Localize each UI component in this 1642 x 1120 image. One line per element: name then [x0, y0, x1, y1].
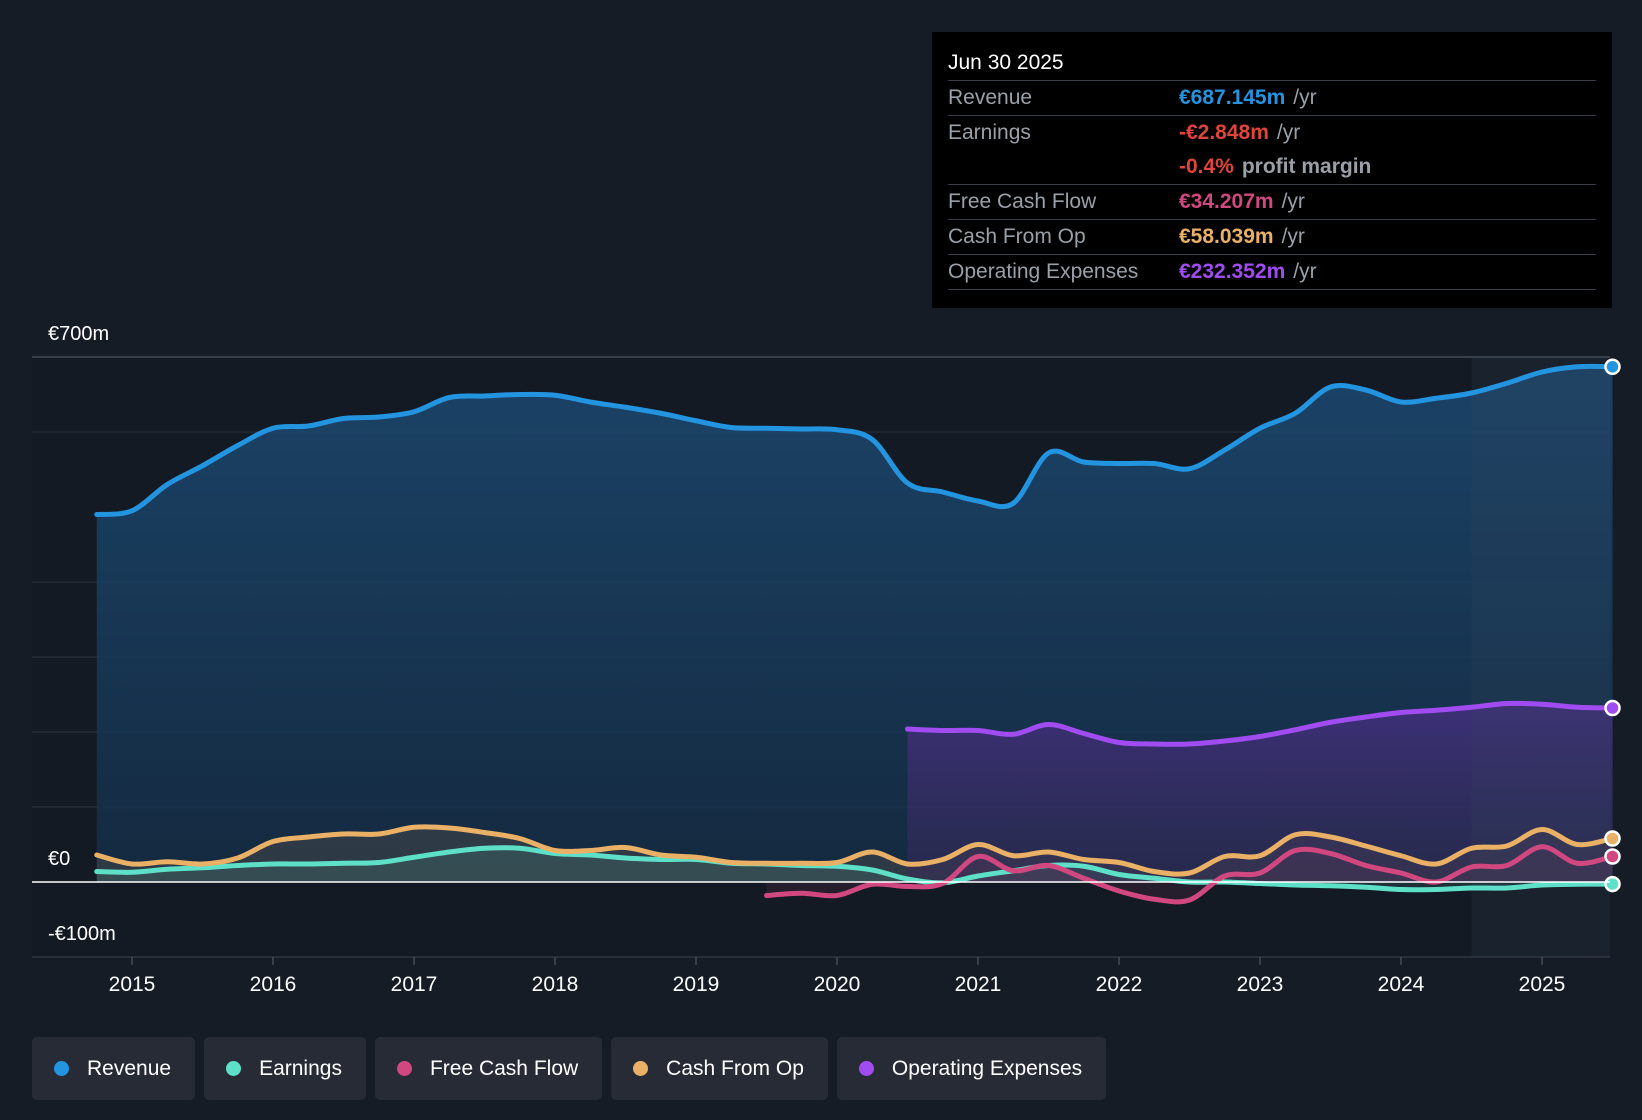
tooltip-row-unit: /yr — [1281, 225, 1305, 248]
tooltip-row-label: Operating Expenses — [948, 260, 1139, 283]
tooltip-row-label — [948, 150, 1179, 184]
tooltip-row-label: Cash From Op — [948, 225, 1086, 248]
tooltip-row-label: Revenue — [948, 86, 1033, 109]
legend-dot-icon — [633, 1061, 649, 1076]
x-tick-label: 2016 — [250, 973, 297, 996]
tooltip-row: Revenue €687.145m/yr — [948, 81, 1596, 116]
legend-label: Revenue — [87, 1056, 172, 1080]
legend-label: Earnings — [259, 1056, 342, 1080]
tooltip-row-value: €687.145m — [1179, 86, 1286, 109]
fcf-endpoint — [1604, 848, 1621, 865]
legend-item-operating-expenses[interactable]: Operating Expenses — [836, 1037, 1107, 1100]
tooltip-row-value: €34.207m — [1179, 190, 1274, 213]
x-tick-label: 2021 — [955, 973, 1002, 996]
x-tick-label: 2015 — [109, 973, 156, 996]
legend-item-revenue[interactable]: Revenue — [32, 1037, 196, 1100]
tooltip-row-value: -€2.848m — [1179, 121, 1269, 144]
tooltip-row: Cash From Op €58.039m/yr — [948, 220, 1596, 255]
legend-dot-icon — [858, 1061, 874, 1076]
x-tick-label: 2018 — [532, 973, 579, 996]
y-axis-bottom-label: -€100m — [48, 923, 116, 945]
x-tick-label: 2023 — [1237, 973, 1284, 996]
tooltip-row: Operating Expenses €232.352m/yr — [948, 255, 1596, 290]
y-axis-top-label: €700m — [48, 323, 109, 345]
legend-dot-icon — [396, 1061, 412, 1076]
earnings-endpoint — [1604, 875, 1621, 893]
x-tick-label: 2025 — [1519, 973, 1566, 996]
x-tick-label: 2017 — [391, 973, 438, 996]
legend-label: Operating Expenses — [891, 1056, 1083, 1080]
legend-label: Cash From Op — [666, 1056, 804, 1080]
earnings-line — [94, 845, 1615, 893]
x-tick-label: 2022 — [1096, 973, 1143, 996]
opex-area — [907, 703, 1613, 882]
y-axis-zero-label: €0 — [48, 848, 70, 870]
legend-label: Free Cash Flow — [429, 1056, 579, 1080]
x-tick-label: 2024 — [1378, 973, 1425, 996]
legend-item-earnings[interactable]: Earnings — [204, 1037, 366, 1100]
tooltip-row: Earnings -€2.848m/yr — [948, 116, 1596, 150]
fcf-line — [764, 844, 1615, 905]
opex-line — [905, 700, 1615, 747]
legend-item-free-cash-flow[interactable]: Free Cash Flow — [374, 1037, 603, 1100]
x-tick-label: 2020 — [814, 973, 861, 996]
legend-dot-icon — [226, 1061, 242, 1076]
tooltip-row-value: -0.4% — [1179, 155, 1234, 178]
tooltip-row-label: Earnings — [948, 121, 1031, 144]
legend-dot-icon — [54, 1061, 69, 1076]
tooltip-row-unit: /yr — [1293, 86, 1317, 109]
legend-item-cash-from-op[interactable]: Cash From Op — [611, 1037, 828, 1100]
cfo-line — [94, 824, 1615, 877]
tooltip-row-value: €232.352m — [1179, 260, 1286, 283]
tooltip-date: Jun 30 2025 — [948, 46, 1596, 81]
x-tick-label: 2019 — [673, 973, 720, 996]
tooltip-row: Free Cash Flow €34.207m/yr — [948, 185, 1596, 220]
tooltip-row-unit: /yr — [1276, 121, 1301, 144]
opex-endpoint — [1604, 699, 1621, 717]
revenue-endpoint — [1604, 358, 1621, 375]
legend: Revenue Earnings Free Cash Flow Cash From O… — [32, 1037, 1107, 1100]
forecast-region — [1471, 357, 1610, 957]
tooltip-panel: Jun 30 2025 Revenue €687.145m/yr Earnings -… — [932, 32, 1612, 308]
cfo-endpoint — [1604, 830, 1621, 847]
tooltip-row-unit: /yr — [1293, 260, 1317, 283]
tooltip-row-unit: /yr — [1281, 190, 1305, 213]
tooltip-row-label: Free Cash Flow — [948, 190, 1097, 213]
tooltip-row: -0.4% profit margin — [948, 150, 1596, 185]
revenue-line — [94, 363, 1615, 517]
tooltip-row-unit: profit margin — [1241, 155, 1372, 178]
tooltip-row-value: €58.039m — [1179, 225, 1274, 248]
